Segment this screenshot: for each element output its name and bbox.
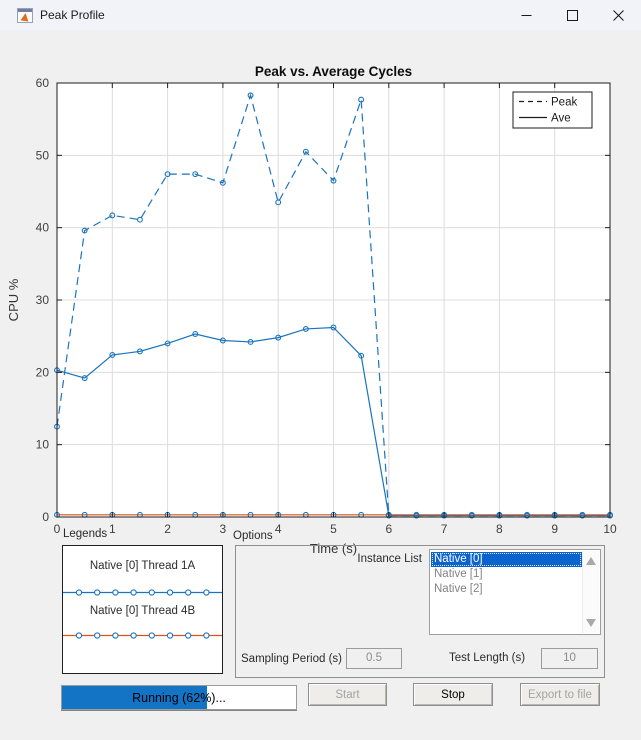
listbox-item[interactable]: Native [0] [431, 552, 582, 567]
svg-text:Ave: Ave [551, 113, 571, 125]
scroll-up-icon[interactable] [586, 557, 596, 565]
test-length-label: Test Length (s) [449, 652, 526, 664]
svg-text:CPU %: CPU % [6, 278, 21, 321]
svg-text:1: 1 [109, 522, 116, 536]
legend-entry-label: Native [0] Thread 4B [89, 605, 196, 617]
options-panel-label: Options [233, 530, 273, 542]
legend-entry-label: Native [0] Thread 1A [89, 560, 196, 572]
test-length-field[interactable]: 10 [541, 648, 598, 669]
title-bar: Peak Profile [0, 0, 641, 30]
close-button[interactable] [595, 0, 641, 30]
instance-listbox[interactable]: Native [0] Native [1] Native [2] [429, 549, 601, 635]
window-title: Peak Profile [40, 8, 105, 22]
progress-bar: Running (62%)... [61, 685, 297, 710]
sampling-period-field[interactable]: 0.5 [346, 648, 402, 669]
svg-text:3: 3 [220, 522, 227, 536]
svg-text:9: 9 [551, 522, 558, 536]
export-to-file-button[interactable]: Export to file [520, 683, 600, 706]
progress-bar-fill [62, 686, 208, 709]
svg-text:60: 60 [36, 76, 50, 90]
svg-text:5: 5 [330, 522, 337, 536]
legends-panel-label: Legends [63, 528, 108, 540]
peak-vs-average-chart: 0 1 2 3 4 5 6 7 8 9 10 0 10 20 30 40 50 60 Peak vs. Averag… [6, 64, 617, 556]
svg-text:Peak vs. Average Cycles: Peak vs. Average Cycles [255, 64, 412, 79]
stop-button[interactable]: Stop [413, 683, 493, 706]
start-button[interactable]: Start [308, 683, 387, 706]
svg-text:4: 4 [275, 522, 282, 536]
listbox-item[interactable]: Native [1] [434, 568, 483, 580]
options-panel: Instance List Native [0] Native [1] Native… [235, 545, 605, 678]
listbox-item[interactable]: Native [2] [434, 583, 483, 595]
svg-text:10: 10 [603, 522, 617, 536]
legend-line-thread-4b [63, 632, 222, 639]
svg-text:2: 2 [164, 522, 171, 536]
svg-text:6: 6 [385, 522, 392, 536]
instance-listbox-items: Native [0] Native [1] Native [2] [431, 551, 582, 633]
svg-text:Time (s): Time (s) [310, 541, 357, 556]
legends-panel: Native [0] Thread 1A Native [0] Thread 4… [62, 545, 223, 674]
minimize-button[interactable] [503, 0, 549, 30]
figure-canvas: 0 1 2 3 4 5 6 7 8 9 10 0 10 20 30 40 50 60 Peak vs. Averag… [0, 30, 641, 740]
maximize-button[interactable] [549, 0, 595, 30]
sampling-period-label: Sampling Period (s) [241, 653, 342, 665]
listbox-scrollbar[interactable] [582, 551, 599, 633]
svg-text:8: 8 [496, 522, 503, 536]
svg-text:0: 0 [42, 510, 49, 524]
svg-text:20: 20 [36, 365, 50, 379]
progress-status-text: Running (62%)... [132, 690, 226, 705]
svg-text:Peak: Peak [551, 97, 577, 109]
instance-list-label: Instance List [357, 553, 422, 565]
legend-line-thread-1a [63, 589, 222, 596]
svg-text:0: 0 [54, 522, 61, 536]
svg-text:30: 30 [36, 293, 50, 307]
svg-text:50: 50 [36, 148, 50, 162]
svg-text:40: 40 [36, 221, 50, 235]
scroll-down-icon[interactable] [586, 619, 596, 627]
svg-text:10: 10 [36, 438, 50, 452]
svg-text:7: 7 [441, 522, 448, 536]
matlab-figure-icon [17, 7, 33, 23]
